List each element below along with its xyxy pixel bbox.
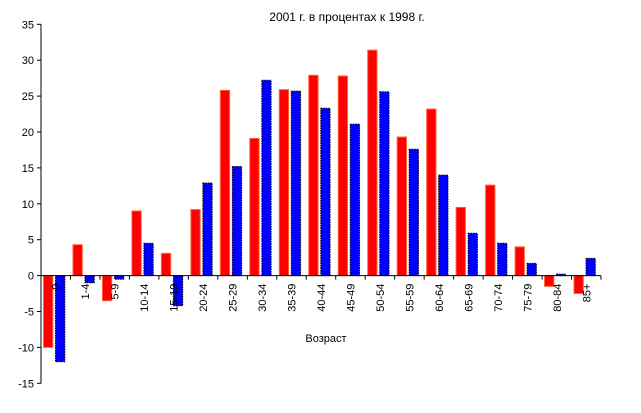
x-tick-label: 10-14 bbox=[139, 284, 151, 312]
y-tick-label: 25 bbox=[22, 91, 34, 103]
bar-red-50-54 bbox=[367, 49, 378, 277]
x-tick-label: 55-59 bbox=[404, 284, 416, 312]
x-tick-label: 85+ bbox=[581, 284, 593, 303]
bar-red-60-64 bbox=[426, 108, 437, 277]
bar-blue-0 bbox=[55, 275, 66, 363]
bar-blue-45-49 bbox=[349, 123, 361, 277]
bar-blue-35-39 bbox=[290, 90, 302, 277]
x-axis: 0 1-4 5-9 10-14 15-19 20-24 25-29 30-34 35-39 40-… bbox=[41, 275, 602, 312]
bars bbox=[43, 49, 596, 363]
bar-red-75-79 bbox=[514, 246, 525, 277]
x-tick-label: 35-39 bbox=[287, 284, 299, 312]
x-tick-label: 40-44 bbox=[316, 284, 328, 312]
x-tick-label: 75-79 bbox=[522, 284, 534, 312]
y-tick-label: 5 bbox=[28, 235, 34, 247]
y-tick-label: -5 bbox=[24, 307, 34, 319]
y-tick-label: 0 bbox=[28, 271, 34, 283]
chart-title: 2001 г. в процентах к 1998 г. bbox=[269, 10, 424, 24]
bar-red-70-74 bbox=[485, 184, 496, 277]
x-tick-label: 0 bbox=[51, 284, 63, 290]
bar-red-35-39 bbox=[278, 89, 290, 277]
bar-red-20-24 bbox=[190, 209, 201, 277]
x-tick-label: 70-74 bbox=[493, 284, 505, 312]
bar-blue-25-29 bbox=[231, 165, 243, 277]
bar-blue-70-74 bbox=[497, 242, 508, 277]
x-tick-label: 20-24 bbox=[198, 284, 210, 312]
y-axis: -15 -10 -5 0 5 10 15 20 25 30 35 bbox=[18, 19, 42, 390]
bar-blue-60-64 bbox=[438, 174, 449, 277]
y-tick-label: 35 bbox=[22, 19, 34, 31]
x-tick-label: 65-69 bbox=[463, 284, 475, 312]
x-tick-label: 25-29 bbox=[228, 284, 240, 312]
y-tick-label: 20 bbox=[22, 127, 34, 139]
x-tick-label: 15-19 bbox=[169, 284, 181, 312]
bar-red-40-44 bbox=[308, 74, 319, 277]
bar-blue-30-34 bbox=[261, 79, 272, 277]
y-tick-label: 15 bbox=[22, 163, 34, 175]
x-tick-label: 5-9 bbox=[110, 284, 122, 300]
x-tick-label: 60-64 bbox=[434, 284, 446, 312]
bar-blue-65-69 bbox=[467, 232, 478, 277]
bar-blue-15-19 bbox=[172, 275, 184, 307]
bar-red-15-19 bbox=[160, 252, 172, 277]
y-tick-label: -15 bbox=[18, 378, 34, 390]
bar-red-30-34 bbox=[249, 137, 260, 277]
bar-blue-75-79 bbox=[526, 262, 537, 277]
y-tick-label: 30 bbox=[22, 55, 34, 67]
bar-red-1-4 bbox=[72, 244, 83, 277]
bar-red-25-29 bbox=[219, 89, 231, 277]
bar-blue-40-44 bbox=[320, 107, 331, 277]
x-axis-label: Возраст bbox=[305, 333, 346, 345]
bar-blue-55-59 bbox=[408, 148, 419, 277]
y-tick-label: 10 bbox=[22, 199, 34, 211]
bar-red-10-14 bbox=[131, 210, 142, 277]
x-tick-label: 80-84 bbox=[552, 284, 564, 312]
x-tick-label: 30-34 bbox=[257, 284, 269, 312]
bar-blue-50-54 bbox=[379, 91, 390, 277]
bar-blue-1-4 bbox=[84, 275, 95, 284]
bar-red-65-69 bbox=[455, 206, 466, 277]
bar-blue-85+ bbox=[585, 257, 596, 277]
bar-blue-5-9 bbox=[113, 275, 125, 280]
bar-blue-10-14 bbox=[143, 242, 154, 277]
y-tick-label: -10 bbox=[18, 342, 34, 354]
x-tick-label: 1-4 bbox=[80, 284, 92, 300]
x-tick-label: 50-54 bbox=[375, 284, 387, 312]
bar-red-45-49 bbox=[337, 75, 349, 277]
x-tick-label: 45-49 bbox=[345, 284, 357, 312]
bar-red-55-59 bbox=[396, 136, 407, 277]
bar-blue-20-24 bbox=[202, 182, 213, 277]
